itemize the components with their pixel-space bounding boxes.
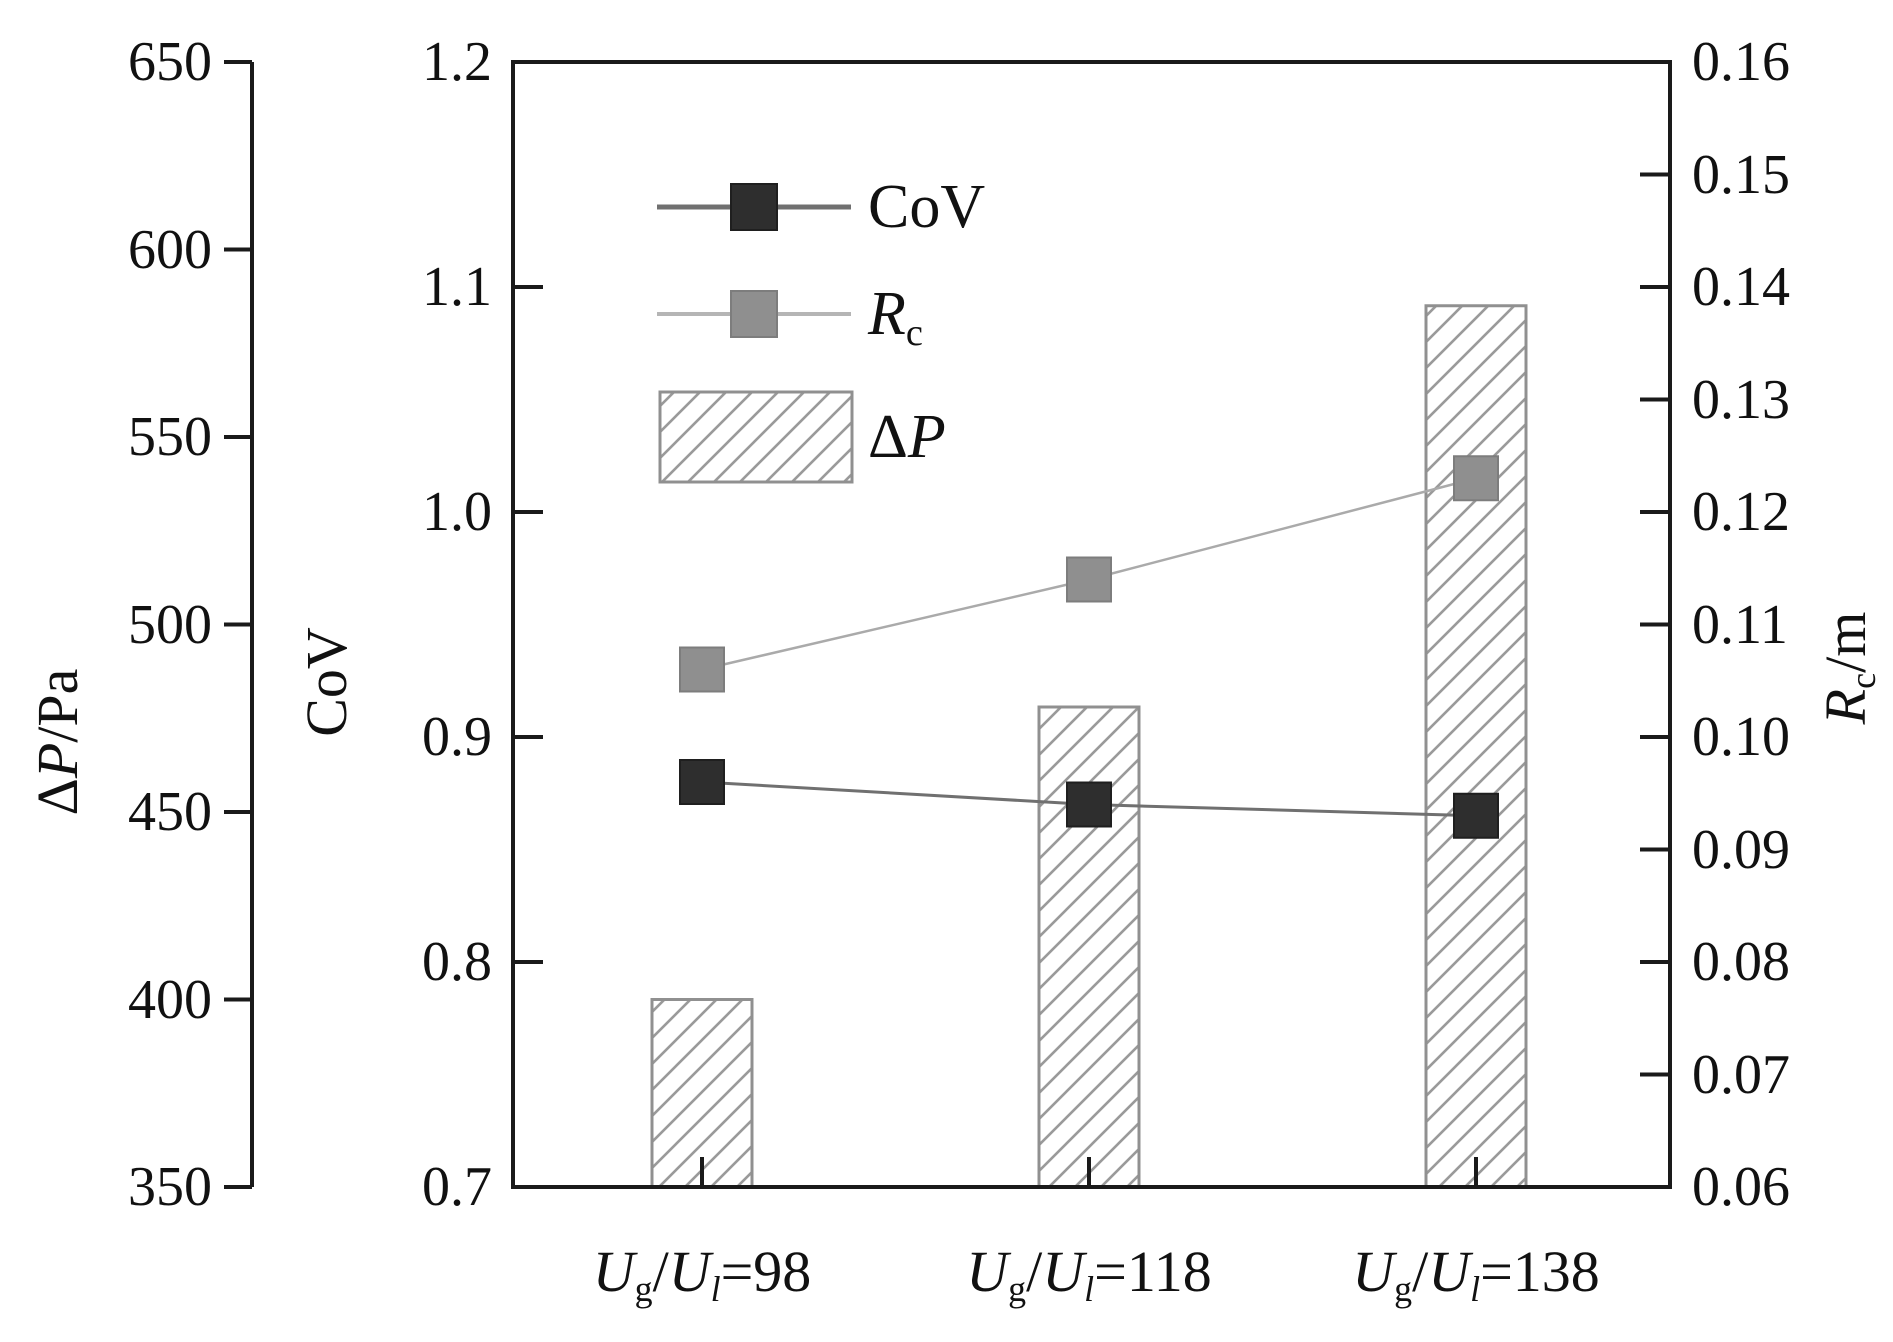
cov-tick-label-0.8: 0.8 [422,931,492,993]
rc-axis-title: Rc/m [1813,611,1884,725]
dp-tick-label-350: 350 [128,1156,212,1218]
dp-tick-label-550: 550 [128,406,212,468]
dp-tick-label-400: 400 [128,968,212,1031]
x-tick-label-2: Ug/Ul=138 [1352,1239,1600,1310]
dp-axis-title: ΔP/Pa [25,668,90,816]
bar-dp-0 [650,998,754,1189]
cov-tick-label-0.7: 0.7 [422,1156,492,1218]
dp-tick-label-450: 450 [128,781,212,843]
x-tick-label-0: Ug/Ul=98 [592,1239,812,1310]
legend-rc-swatch [730,290,778,338]
rc-tick-label-0.15: 0.15 [1692,143,1790,206]
bar-dp-1 [1037,705,1141,1189]
rc-marker-0 [679,646,725,693]
rc-tick-label-0.09: 0.09 [1692,818,1790,881]
rc-tick-label-0.14: 0.14 [1692,256,1790,318]
cov-tick-label-1.2: 1.2 [422,31,492,93]
dp-tick-label-650: 650 [128,31,212,93]
cov-tick-label-0.9: 0.9 [422,706,492,768]
cov-tick-label-1.0: 1.0 [422,481,492,543]
cov-marker-2 [1453,792,1499,839]
rc-tick-label-0.08: 0.08 [1692,931,1790,993]
rc-tick-label-0.13: 0.13 [1692,368,1790,431]
cov-marker-0 [679,759,725,805]
legend-cov-label: CoV [868,173,986,241]
legend-dp-label: ΔP [868,403,946,471]
dp-tick-label-500: 500 [128,593,212,656]
x-tick-label-1: Ug/Ul=118 [966,1239,1212,1310]
legend-rc-label: Rc [868,280,923,354]
rc-tick-label-0.07: 0.07 [1692,1043,1790,1106]
cov-tick-label-1.1: 1.1 [422,256,492,318]
legend-cov-swatch [730,183,778,231]
rc-marker-2 [1453,455,1499,502]
rc-tick-label-0.10: 0.10 [1692,706,1790,768]
rc-marker-1 [1066,556,1112,603]
rc-tick-label-0.06: 0.06 [1692,1156,1790,1218]
legend-dp-swatch [658,390,854,484]
cov-axis-title: CoV [294,627,359,737]
rc-tick-label-0.16: 0.16 [1692,31,1790,93]
dp-tick-label-600: 600 [128,218,212,281]
rc-tick-label-0.11: 0.11 [1692,593,1788,656]
cov-marker-1 [1066,781,1112,828]
bar-dp-2 [1424,304,1528,1189]
rc-tick-label-0.12: 0.12 [1692,481,1790,543]
